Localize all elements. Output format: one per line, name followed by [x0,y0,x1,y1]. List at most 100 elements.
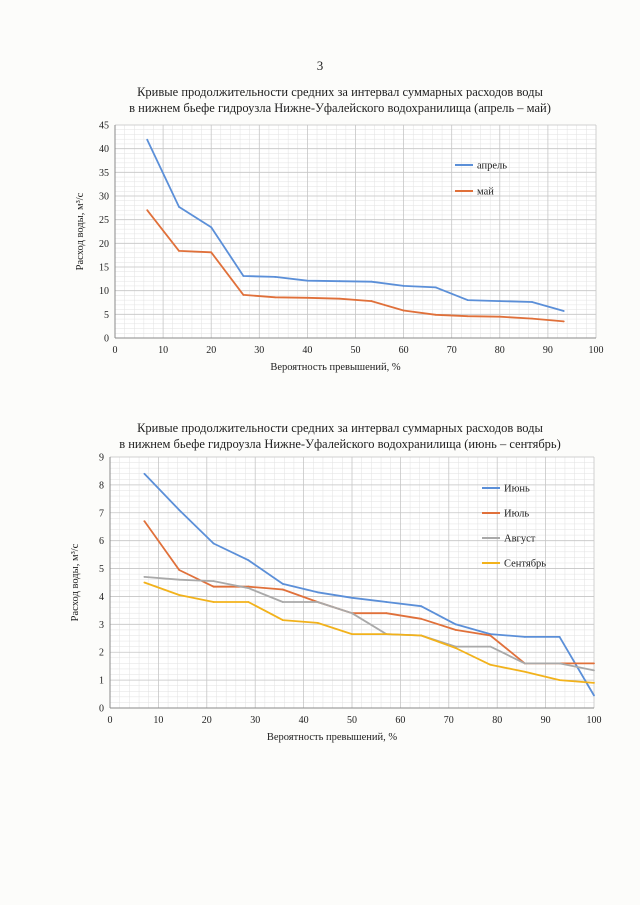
y-tick-label: 9 [99,453,104,464]
legend-label-Июнь: Июнь [504,484,530,495]
data-point [281,619,284,622]
x-axis-label: Вероятность превышений, % [267,732,398,743]
data-point [558,635,561,638]
data-point [593,662,595,665]
y-tick-label: 30 [99,192,109,203]
data-point [281,588,284,591]
data-point [247,587,250,589]
data-point [178,509,181,511]
data-point [523,635,526,638]
x-tick-label: 80 [495,345,505,356]
x-tick-label: 50 [351,345,361,356]
data-point [593,669,595,672]
data-point [466,315,469,318]
series-line-апрель [146,139,565,312]
y-tick-label: 8 [99,480,104,491]
data-point [402,309,405,312]
y-tick-label: 7 [99,508,104,519]
x-tick-label: 100 [589,345,604,356]
data-point [281,582,284,585]
data-point [212,585,215,588]
data-point [434,313,437,316]
chart-1-title-line-2: в нижнем бьефе гидроузла Нижне-Уфалейско… [129,101,551,115]
y-tick-label: 20 [99,239,109,250]
data-point [454,629,457,631]
data-point [523,670,526,673]
data-point [420,634,423,637]
data-point [351,633,353,635]
y-tick-label: 1 [99,676,104,687]
data-point [593,694,595,697]
y-tick-label: 45 [99,121,109,132]
data-point [498,300,501,302]
x-tick-label: 40 [302,345,312,356]
x-tick-label: 60 [399,345,409,356]
chart-2-title-line-2: в нижнем бьефе гидроузла Нижне-Уфалейско… [119,437,561,451]
data-point [242,294,245,296]
legend-label-Июль: Июль [504,509,529,520]
data-point [274,296,277,299]
x-tick-label: 30 [250,715,260,726]
data-point [385,633,388,635]
series-line-Август [144,576,595,672]
x-tick-label: 80 [492,715,502,726]
x-tick-label: 60 [395,715,405,726]
x-tick-label: 90 [543,345,553,356]
data-point [558,679,561,682]
data-point [143,576,146,578]
data-point [338,280,341,283]
data-point [351,596,353,599]
data-point [247,559,250,562]
x-axis-label: Вероятность превышений, % [270,362,401,373]
data-point [370,300,373,302]
data-point [143,581,146,584]
y-tick-label: 3 [99,620,104,631]
data-point [385,601,388,603]
data-point [316,601,319,603]
data-point [143,472,146,475]
y-tick-label: 0 [104,334,109,345]
series-line-Сентябрь [144,581,595,684]
data-point [593,682,595,684]
page-number: 3 [316,58,324,73]
data-point [558,662,561,665]
data-point [306,279,309,282]
data-point [247,601,250,603]
data-point [562,310,565,312]
y-tick-label: 5 [104,310,109,321]
legend-label-апрель: апрель [477,161,507,172]
data-point [498,315,501,318]
data-point [242,275,245,277]
data-point [489,634,492,637]
data-point [420,605,423,608]
y-tick-label: 2 [99,648,104,659]
series-line-Июль [143,520,594,665]
x-tick-label: 70 [447,345,457,356]
y-tick-label: 40 [99,144,109,155]
y-tick-label: 35 [99,168,109,179]
data-point [402,285,405,287]
data-point [146,138,149,141]
y-tick-label: 4 [99,592,104,603]
data-point [306,296,309,299]
data-point [146,209,149,212]
x-tick-label: 30 [254,345,264,356]
data-point [385,612,388,615]
data-point [212,542,215,545]
data-point [212,580,215,583]
chart-2-title-line-1: Кривые продолжительности средних за инте… [137,421,543,435]
y-tick-label: 25 [99,215,109,226]
data-point [178,205,180,208]
x-tick-label: 10 [158,345,168,356]
data-point [420,617,423,620]
data-point [210,226,213,229]
legend-label-Сентябрь: Сентябрь [504,559,546,570]
data-point [212,601,215,603]
x-tick-label: 0 [108,715,113,726]
y-tick-label: 0 [99,704,104,715]
data-point [281,601,284,603]
data-point [178,250,180,252]
data-point [351,612,353,615]
